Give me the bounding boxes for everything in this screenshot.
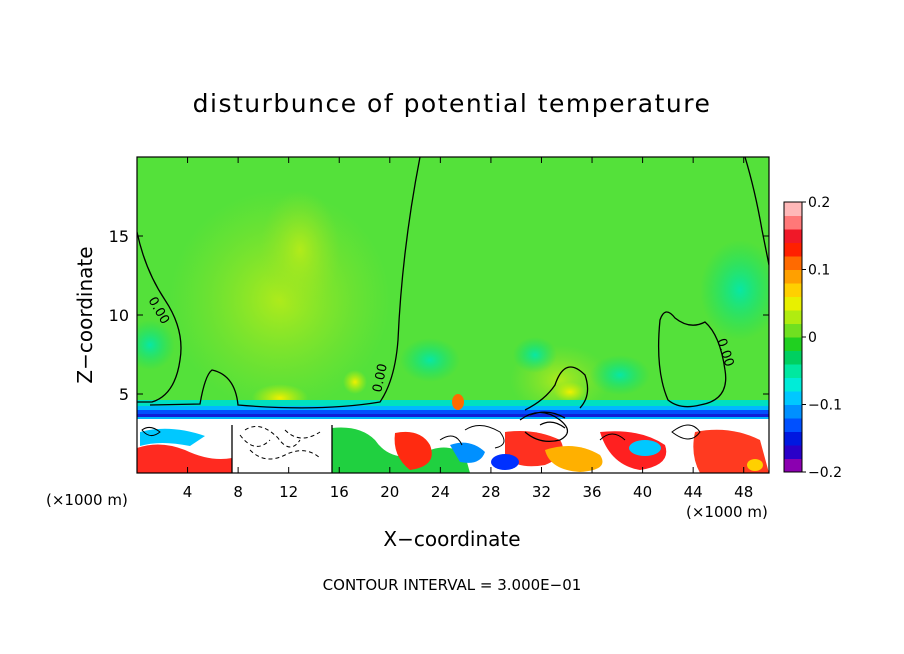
boundary-cool-patch <box>491 454 519 470</box>
field-cool-patch <box>513 337 557 373</box>
x-tick-label: 40 <box>633 483 652 501</box>
colorbar-swatch <box>784 377 802 392</box>
inversion-band <box>137 406 769 410</box>
boundary-cool-patch <box>629 440 661 456</box>
inversion-band <box>137 410 769 414</box>
colorbar-swatch <box>784 431 802 446</box>
x-tick-label: 4 <box>183 483 193 501</box>
y-tick-label: 10 <box>109 306 129 325</box>
contour-line <box>141 424 701 440</box>
inversion-band <box>137 414 769 417</box>
field-cool-patch <box>137 320 175 370</box>
colorbar-label: −0.2 <box>808 465 842 481</box>
colorbar-swatch <box>784 404 802 419</box>
inversion-band <box>137 417 769 419</box>
colorbar-swatch <box>784 296 802 311</box>
y-tick-label: 15 <box>109 227 129 246</box>
x-tick-label: 20 <box>380 483 399 501</box>
boundary-warm-patch <box>545 446 603 472</box>
x-unit-right: (×1000 m) <box>686 503 768 521</box>
x-tick-label: 12 <box>279 483 298 501</box>
contour-line <box>137 231 182 403</box>
field-cool-patch <box>590 355 650 395</box>
chart-title: disturbunce of potential temperature <box>193 89 712 118</box>
boundary-cool-patch <box>450 442 485 463</box>
x-tick-label: 32 <box>532 483 551 501</box>
colorbar-swatch <box>784 391 802 405</box>
x-tick-label: 16 <box>330 483 349 501</box>
field-cool-patch <box>400 338 460 382</box>
x-tick-label: 44 <box>684 483 703 501</box>
field-warm-bump <box>260 190 340 310</box>
colorbar-swatch <box>784 350 802 365</box>
contour-line <box>744 157 769 266</box>
x-tick-label: 36 <box>582 483 601 501</box>
colorbar-swatch <box>784 242 802 257</box>
x-tick-label: 8 <box>233 483 243 501</box>
boundary-warm-patch <box>140 428 205 446</box>
contour-line <box>439 425 626 449</box>
field-yellow-spot <box>554 382 586 402</box>
field-yellow-spot <box>343 370 367 394</box>
x-axis: 4 8 12 16 20 24 28 32 36 40 44 48 <box>183 157 753 501</box>
colorbar-label: 0 <box>808 330 817 346</box>
colorbar-swatch <box>784 283 802 297</box>
x-tick-label: 28 <box>481 483 500 501</box>
contour-interval-note: CONTOUR INTERVAL = 3.000E−01 <box>323 576 582 594</box>
y-axis: 5 10 15 <box>109 227 769 404</box>
colorbar-swatch <box>784 256 802 270</box>
boundary-cool-patch <box>452 394 464 410</box>
colorbar-swatch <box>784 202 802 216</box>
colorbar-label: −0.1 <box>808 398 842 414</box>
colorbar-label: 0.2 <box>808 195 830 211</box>
contour-line <box>231 425 333 473</box>
x-tick-label: 24 <box>431 483 450 501</box>
field-cool-patch <box>700 240 769 340</box>
boundary-warm-patch <box>394 431 432 470</box>
contour-line <box>149 157 421 409</box>
x-unit-left: (×1000 m) <box>46 491 128 509</box>
contour-line <box>657 311 727 408</box>
contour-line <box>239 425 321 460</box>
contour-line <box>524 366 589 411</box>
colorbar-swatch <box>784 310 802 324</box>
colorbar-swatch <box>784 418 802 432</box>
x-tick-label: 48 <box>734 483 753 501</box>
boundary-warm-patch <box>332 427 470 473</box>
colorbar-swatch <box>784 215 802 230</box>
colorbar-swatch <box>784 323 802 338</box>
colorbar-swatch <box>784 364 802 378</box>
colorbar: 0.2 0.1 0 −0.1 −0.2 <box>783 195 842 481</box>
x-axis-title: X−coordinate <box>383 527 520 551</box>
colorbar-swatch <box>784 337 802 351</box>
colorbar-label: 0.1 <box>808 263 830 279</box>
y-axis-title: Z−coordinate <box>73 246 97 383</box>
colorbar-swatch <box>784 229 802 243</box>
contour-label: 0.00 <box>370 362 391 393</box>
boundary-warm-patch <box>137 444 232 473</box>
colorbar-swatch <box>784 458 802 473</box>
y-tick-label: 5 <box>119 385 129 404</box>
plot-area: 0.00 0.00 0.00 <box>137 157 769 473</box>
colorbar-swatch <box>784 269 802 284</box>
boundary-cool-patch <box>747 459 763 471</box>
colorbar-swatch <box>784 445 802 459</box>
contour-line <box>519 411 569 442</box>
